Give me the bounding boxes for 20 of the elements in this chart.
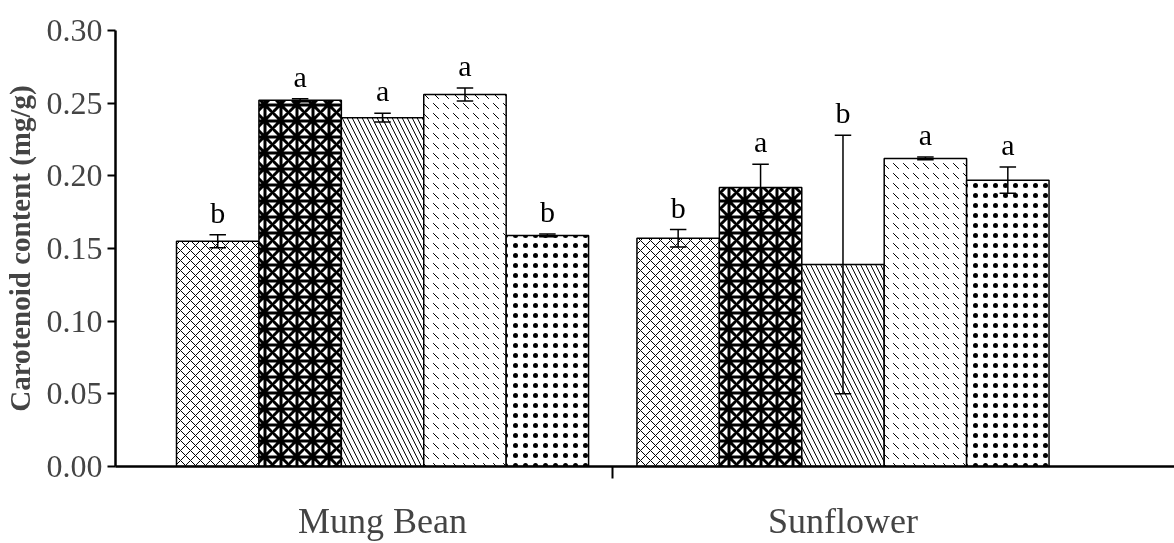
- annotation: a: [753, 125, 768, 159]
- annotation: a: [918, 117, 933, 151]
- x-tick-label: Mung Bean: [298, 500, 468, 541]
- annotation: b: [835, 96, 851, 130]
- y-tick-label: 0.25: [46, 84, 103, 121]
- y-tick-label: 0.30: [46, 12, 103, 48]
- annotation: a: [293, 59, 307, 93]
- annotation: a: [458, 48, 472, 82]
- annotation: a: [1001, 128, 1015, 162]
- y-tick-label: 0.10: [46, 302, 103, 339]
- y-tick-label: 0.15: [46, 230, 103, 266]
- y-tick-label: 0.05: [46, 375, 103, 412]
- annotation: b: [210, 195, 226, 229]
- annotation: a: [375, 74, 390, 108]
- y-tick-label: 0.20: [46, 157, 103, 194]
- y-tick-label: 0.00: [46, 448, 103, 484]
- annotation: b: [539, 194, 555, 228]
- y-axis-title: Carotenoid content (mg/g): [3, 85, 37, 412]
- annotation: b: [670, 190, 686, 224]
- x-tick-label: Sunflower: [768, 500, 918, 541]
